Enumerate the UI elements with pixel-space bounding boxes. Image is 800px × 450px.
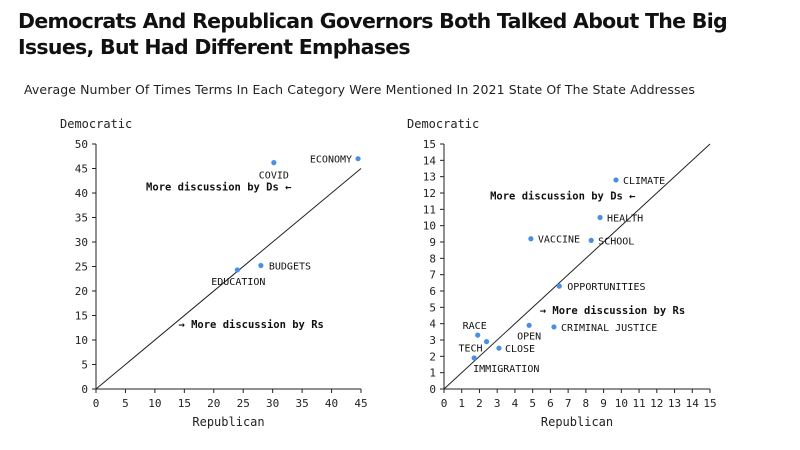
chart1-point bbox=[271, 160, 277, 166]
chart1-y-tick-label: 15 bbox=[75, 310, 88, 323]
chart1-point-label: BUDGETS bbox=[269, 262, 311, 273]
chart1-y-tick-label: 40 bbox=[75, 187, 88, 200]
chart2-y-tick-label: 14 bbox=[423, 154, 437, 167]
chart1-y-tick-label: 45 bbox=[75, 163, 88, 176]
chart2-annotation: → More discussion by Rs bbox=[540, 305, 685, 317]
chart2-point-label: CLOSE bbox=[505, 344, 535, 355]
chart2-point-label: IMMIGRATION bbox=[473, 364, 539, 375]
chart1-point bbox=[234, 267, 240, 273]
chart2-point bbox=[588, 237, 594, 243]
chart2-y-tick-label: 9 bbox=[429, 236, 436, 249]
chart2-point bbox=[471, 355, 477, 361]
chart1-x-tick-label: 15 bbox=[178, 397, 191, 410]
chart2-point bbox=[526, 322, 532, 328]
chart2-point-label: CLIMATE bbox=[623, 176, 665, 187]
chart-title: Democrats And Republican Governors Both … bbox=[18, 9, 728, 59]
chart1-x-tick-label: 40 bbox=[325, 397, 338, 410]
chart1-y-tick-label: 5 bbox=[81, 359, 88, 372]
chart2-point-label: SCHOOL bbox=[598, 236, 634, 247]
chart2-y-tick-label: 13 bbox=[423, 171, 436, 184]
chart1-y-tick-label: 20 bbox=[75, 285, 88, 298]
chart1-point-label: COVID bbox=[259, 171, 289, 182]
chart2-point bbox=[475, 332, 481, 338]
chart2-x-axis-label: Republican bbox=[541, 415, 613, 429]
chart1-x-tick-label: 45 bbox=[354, 397, 367, 410]
chart2-x-tick-label: 8 bbox=[583, 397, 590, 410]
chart2-point bbox=[483, 339, 490, 345]
chart2-point bbox=[597, 214, 603, 221]
chart2-point-label: HEALTH bbox=[607, 214, 643, 225]
chart2-y-tick-label: 11 bbox=[423, 203, 436, 216]
chart1-point-label: EDUCATION bbox=[211, 277, 265, 288]
chart2-point bbox=[613, 177, 619, 183]
chart1-x-tick-label: 5 bbox=[122, 397, 129, 410]
chart2-point bbox=[496, 345, 502, 351]
chart2-y-tick-label: 12 bbox=[423, 187, 436, 200]
chart2-point bbox=[556, 283, 562, 289]
chart2-x-tick-label: 0 bbox=[441, 397, 448, 410]
chart2-point-label: OPEN bbox=[517, 331, 541, 342]
chart-subtitle: Average Number Of Times Terms In Each Ca… bbox=[24, 82, 696, 97]
chart1-x-tick-label: 20 bbox=[207, 397, 220, 410]
chart1-x-tick-label: 25 bbox=[237, 397, 250, 410]
chart2-y-tick-label: 6 bbox=[429, 285, 436, 298]
chart2-point bbox=[528, 236, 534, 242]
chart1-y-axis-label: Democratic bbox=[60, 117, 132, 131]
chart1-annotation: More discussion by Ds ← bbox=[146, 182, 291, 194]
chart2-y-tick-label: 3 bbox=[429, 334, 436, 347]
chart1-y-tick-label: 0 bbox=[81, 383, 88, 396]
chart2-y-tick-label: 0 bbox=[429, 383, 436, 396]
chart2-point bbox=[551, 324, 557, 330]
chart2-x-tick-label: 14 bbox=[686, 397, 700, 410]
chart1-x-tick-label: 35 bbox=[295, 397, 308, 410]
chart1-y-tick-label: 10 bbox=[75, 334, 88, 347]
chart2-x-tick-label: 15 bbox=[703, 397, 716, 410]
chart2-x-tick-label: 6 bbox=[547, 397, 554, 410]
chart2-y-tick-label: 5 bbox=[429, 301, 436, 314]
chart1-point bbox=[258, 262, 264, 269]
chart2-y-tick-label: 15 bbox=[423, 138, 436, 151]
chart1-x-tick-label: 30 bbox=[266, 397, 279, 410]
chart2-x-tick-label: 11 bbox=[632, 397, 645, 410]
chart2-x-tick-label: 12 bbox=[650, 397, 663, 410]
chart2-y-tick-label: 1 bbox=[429, 367, 436, 380]
chart2-y-tick-label: 7 bbox=[429, 269, 436, 282]
chart1-y-tick-label: 25 bbox=[75, 261, 88, 274]
chart2-x-tick-label: 13 bbox=[668, 397, 681, 410]
chart2-point-label: RACE bbox=[463, 321, 487, 332]
chart1-y-tick-label: 30 bbox=[75, 236, 88, 249]
chart1-parity-line bbox=[95, 168, 362, 390]
chart2-y-tick-label: 10 bbox=[423, 220, 436, 233]
chart1-y-tick-label: 50 bbox=[75, 138, 88, 151]
chart2-y-axis-label: Democratic bbox=[407, 117, 479, 131]
chart2-x-tick-label: 5 bbox=[529, 397, 536, 410]
chart1-y-tick-label: 35 bbox=[75, 212, 88, 225]
chart2-x-tick-label: 9 bbox=[600, 397, 607, 410]
chart2-x-tick-label: 1 bbox=[458, 397, 465, 410]
chart2-point-label: VACCINE bbox=[538, 235, 580, 246]
chart1-x-tick-label: 10 bbox=[148, 397, 161, 410]
chart2-x-tick-label: 10 bbox=[615, 397, 628, 410]
chart2-y-tick-label: 4 bbox=[429, 318, 436, 331]
chart2-x-tick-label: 4 bbox=[512, 397, 519, 410]
chart2-point-label: OPPORTUNITIES bbox=[567, 282, 645, 293]
chart2-point-label: TECH bbox=[458, 344, 482, 355]
chart1-x-tick-label: 0 bbox=[93, 397, 100, 410]
chart2-annotation: More discussion by Ds ← bbox=[490, 191, 635, 203]
chart2-y-tick-label: 2 bbox=[429, 350, 436, 363]
chart1-point bbox=[355, 156, 361, 162]
chart1-annotation: → More discussion by Rs bbox=[178, 319, 323, 331]
chart2-x-tick-label: 3 bbox=[494, 397, 501, 410]
chart2-x-tick-label: 7 bbox=[565, 397, 572, 410]
chart2-point-label: CRIMINAL JUSTICE bbox=[561, 323, 657, 334]
chart2-x-tick-label: 2 bbox=[476, 397, 483, 410]
chart1-point-label: ECONOMY bbox=[310, 155, 352, 166]
chart2-parity-line bbox=[443, 143, 711, 390]
chart1-x-axis-label: Republican bbox=[192, 415, 264, 429]
chart2-y-tick-label: 8 bbox=[429, 252, 436, 265]
